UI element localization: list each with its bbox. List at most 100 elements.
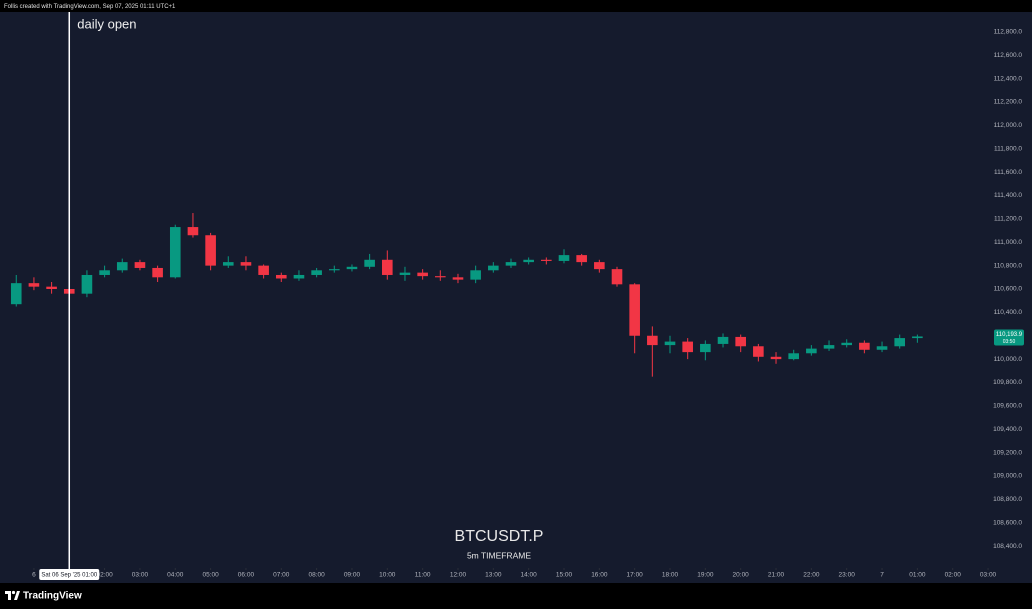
candle-body xyxy=(99,270,110,275)
timeframe: 5m TIMEFRAME xyxy=(467,550,531,560)
chart-panel xyxy=(0,12,1032,583)
x-tick-label: 04:00 xyxy=(167,572,184,579)
x-tick-label: 18:00 xyxy=(662,572,679,579)
candle-body xyxy=(81,274,93,294)
x-tick-label: 08:00 xyxy=(308,572,325,579)
y-tick-label: 110,400.0 xyxy=(994,309,1023,316)
candle-body xyxy=(28,283,40,287)
x-tick-label: 23:00 xyxy=(839,572,856,579)
price-tag-countdown: 03:50 xyxy=(1003,339,1016,345)
candle-body xyxy=(788,353,799,360)
candle-body xyxy=(116,262,128,271)
candle-body xyxy=(152,267,163,278)
y-tick-label: 112,600.0 xyxy=(994,52,1023,59)
x-tick-label: 09:00 xyxy=(344,572,361,579)
x-tick-label: 03:00 xyxy=(980,572,997,579)
candle-body xyxy=(46,286,57,289)
y-tick-label: 112,800.0 xyxy=(994,29,1023,36)
candle-body xyxy=(629,284,640,336)
candle-body xyxy=(594,262,605,270)
candle-body xyxy=(452,277,464,280)
candle-body xyxy=(717,336,729,344)
candle-body xyxy=(523,259,534,263)
tv-logo xyxy=(5,590,20,600)
y-tick-label: 110,800.0 xyxy=(994,262,1023,269)
x-tick-label: 20:00 xyxy=(733,572,750,579)
y-tick-label: 111,400.0 xyxy=(994,192,1022,199)
candle-body xyxy=(876,346,888,350)
y-tick-label: 109,000.0 xyxy=(993,473,1022,480)
candle-body xyxy=(382,259,393,275)
y-tick-label: 111,000.0 xyxy=(994,239,1022,246)
x-tick-label: 16:00 xyxy=(591,572,608,579)
y-tick-label: 111,600.0 xyxy=(994,169,1022,176)
y-tick-label: 112,000.0 xyxy=(994,122,1023,129)
footer-bar xyxy=(0,583,1032,609)
candle-body xyxy=(735,336,746,347)
x-tick-label: 17:00 xyxy=(627,572,644,579)
x-tick-label: 07:00 xyxy=(273,572,290,579)
candle-body xyxy=(435,276,446,278)
candle-body xyxy=(558,255,570,261)
candle-body xyxy=(647,335,658,346)
x-tick-label: 12:00 xyxy=(450,572,467,579)
candle-body xyxy=(912,336,923,339)
x-tick-label: 15:00 xyxy=(556,572,573,579)
candle-body xyxy=(505,262,517,266)
candle-body xyxy=(841,342,853,346)
candle-body xyxy=(187,227,199,236)
candle-body xyxy=(541,259,552,261)
candle-body xyxy=(894,338,906,347)
x-tick-label: 05:00 xyxy=(202,572,219,579)
x-tick-label: 06:00 xyxy=(238,572,255,579)
plot: 108,400.0 108,600.0 108,800.0 109,000.0 109,… xyxy=(10,12,1024,580)
candle-body xyxy=(770,356,782,360)
candle-body xyxy=(470,270,481,280)
candle-body xyxy=(417,272,428,277)
symbol: BTCUSDT.P xyxy=(455,528,544,545)
price-tag-label: 110,193.9 xyxy=(996,332,1023,338)
daily-open-label: daily open xyxy=(77,16,136,31)
candle-body xyxy=(169,227,181,278)
candle-body xyxy=(753,346,764,357)
candle-body xyxy=(205,235,216,266)
x-tick-label: 6 xyxy=(32,572,36,579)
x-tick-label: 14:00 xyxy=(521,572,538,579)
candle-body xyxy=(328,269,340,271)
candle-body xyxy=(576,255,587,263)
x-tick-label: 11:00 xyxy=(415,572,431,579)
header-bar xyxy=(0,0,1032,12)
candle-body xyxy=(134,262,146,268)
x-tick-label: 13:00 xyxy=(485,572,502,579)
candle-body xyxy=(823,345,835,349)
x-tick-label: 22:00 xyxy=(803,572,820,579)
y-tick-label: 110,600.0 xyxy=(994,286,1023,293)
y-tick-label: 111,200.0 xyxy=(994,216,1022,223)
y-tick-label: 108,800.0 xyxy=(993,496,1022,503)
candle-body xyxy=(682,341,693,353)
candle-body xyxy=(311,270,322,275)
brand: TradingView xyxy=(23,591,82,602)
candle-body xyxy=(611,269,623,285)
candle-body xyxy=(859,342,870,350)
y-tick-label: 108,600.0 xyxy=(993,519,1022,526)
x-tick-label: 21:00 xyxy=(768,572,785,579)
candle-body xyxy=(240,262,252,266)
cursor-bubble xyxy=(39,569,100,580)
x-tick-label: 01:00 xyxy=(909,572,926,579)
x-tick-label: 03:00 xyxy=(132,572,149,579)
candle-body xyxy=(399,272,411,275)
candle-body xyxy=(364,259,375,267)
x-tick-label: 02:00 xyxy=(96,572,113,579)
y-tick-label: 109,600.0 xyxy=(993,403,1022,410)
x-tick-label: 02:00 xyxy=(945,572,962,579)
y-tick-label: 111,800.0 xyxy=(994,145,1022,152)
candle-body xyxy=(293,274,305,279)
y-tick-label: 112,200.0 xyxy=(994,99,1023,106)
candle-body xyxy=(10,283,22,305)
x-tick-label: 19:00 xyxy=(697,572,714,579)
y-tick-label: 109,800.0 xyxy=(993,379,1022,386)
cursor-label: Sat 06 Sep '25 01:00 xyxy=(41,573,98,579)
